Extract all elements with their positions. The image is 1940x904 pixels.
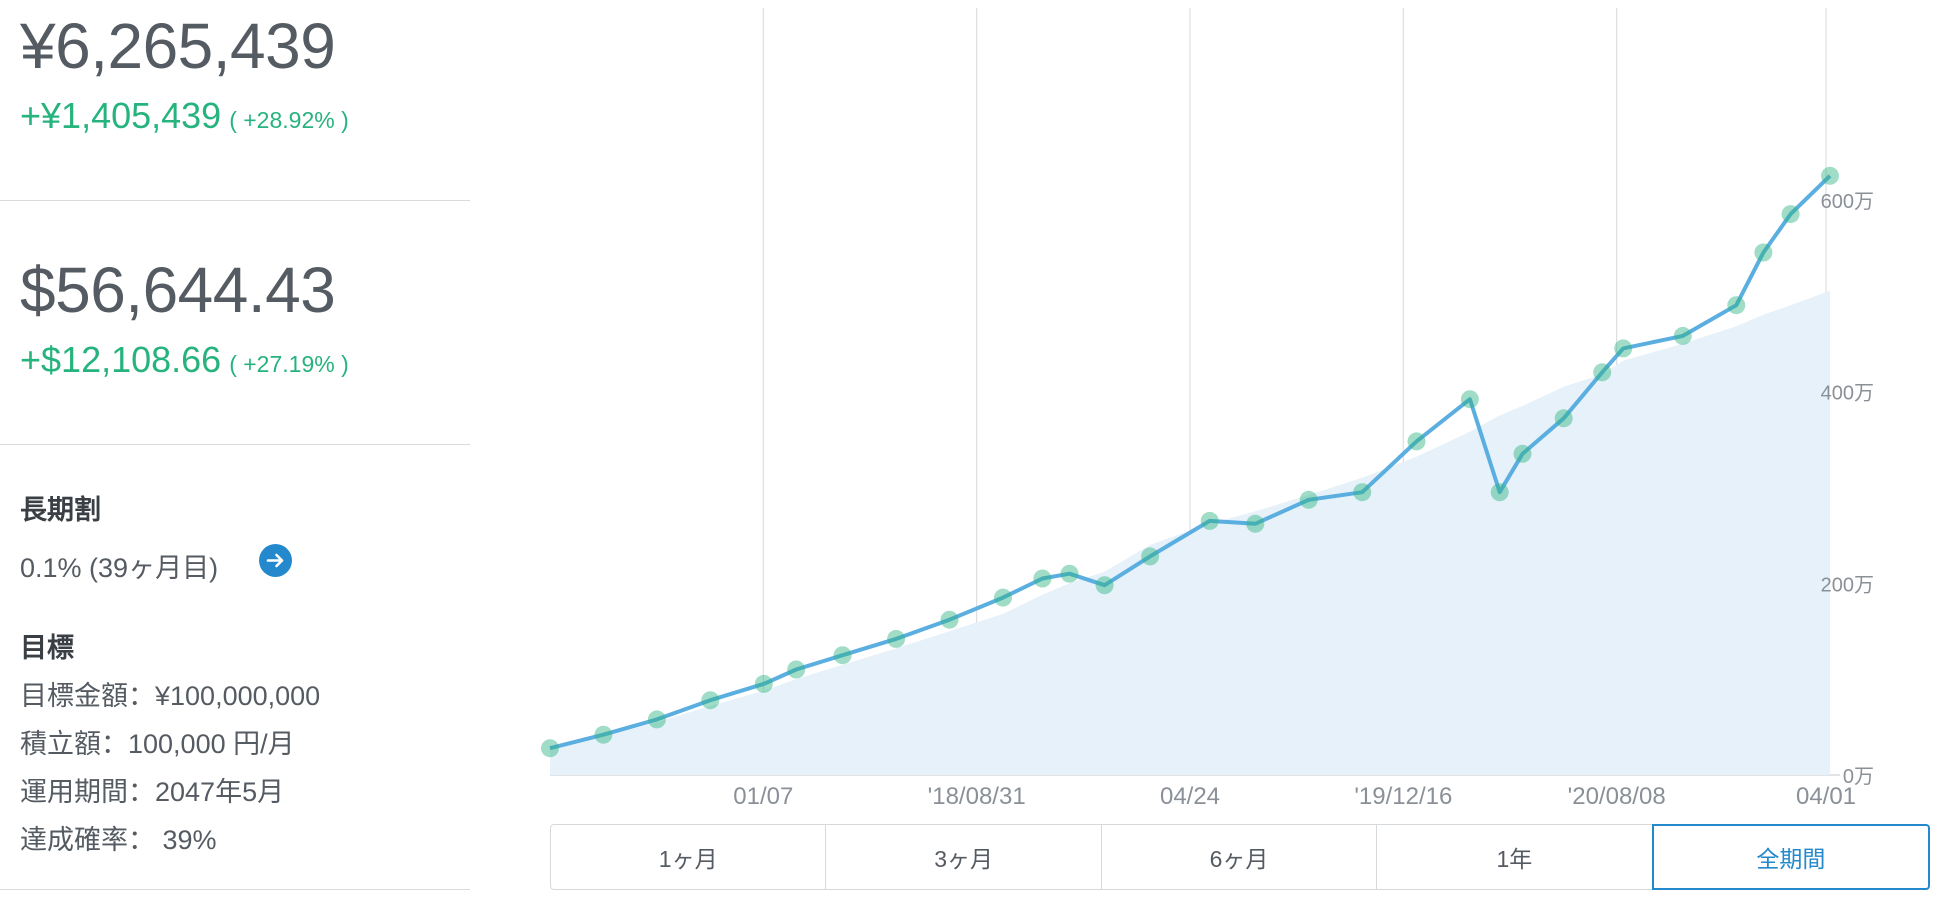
divider	[0, 444, 470, 445]
data-point	[1060, 564, 1079, 583]
x-tick-label: '19/12/16	[1354, 783, 1452, 810]
asset-chart-svg: 01/07 '18/08/31 04/24 '19/12/16 '20/08/08 04/…	[541, 8, 1874, 810]
jpy-change-amount: +¥1,405,439	[20, 95, 222, 136]
data-point	[887, 629, 906, 648]
tab-1[interactable]: 3ヶ月	[825, 824, 1102, 890]
tab-4[interactable]: 全期間	[1651, 824, 1931, 890]
jpy-change-percent: ( +28.92% )	[229, 107, 349, 133]
jpy-total-value: ¥6,265,439	[20, 10, 336, 82]
arrow-right-circle-icon[interactable]	[259, 544, 292, 577]
x-tick-label: 04/01	[1796, 783, 1856, 810]
goal-target-amount: 目標金額：¥100,000,000	[20, 681, 321, 711]
goal-heading: 目標	[20, 633, 74, 663]
data-point	[1490, 483, 1509, 502]
data-point	[1141, 547, 1160, 566]
data-point	[1353, 483, 1372, 502]
data-point	[701, 691, 720, 710]
usd-total-value: $56,644.43	[20, 254, 336, 326]
data-point	[594, 725, 613, 744]
x-tick-label: '20/08/08	[1568, 783, 1666, 810]
tab-0[interactable]: 1ヶ月	[550, 824, 827, 890]
data-point	[1727, 296, 1746, 315]
divider	[0, 200, 470, 201]
y-tick-label: 0万	[1843, 766, 1874, 788]
usd-change: +$12,108.66 ( +27.19% )	[20, 342, 349, 378]
y-tick-label: 400万	[1821, 383, 1874, 405]
long-term-rate: 0.1% (39ヶ月目)	[20, 553, 219, 583]
data-point	[1095, 576, 1114, 595]
x-tick-label: '18/08/31	[928, 783, 1026, 810]
data-point	[1754, 243, 1773, 262]
goal-probability: 達成確率： 39%	[20, 825, 217, 855]
goal-period: 運用期間：2047年5月	[20, 777, 285, 807]
tab-3[interactable]: 1年	[1376, 824, 1653, 890]
usd-change-amount: +$12,108.66	[20, 339, 222, 380]
data-point	[647, 710, 666, 729]
data-point	[787, 660, 806, 679]
data-point	[1246, 514, 1265, 533]
data-point	[1033, 569, 1052, 588]
data-point	[1513, 444, 1532, 463]
period-tabs: 1ヶ月 3ヶ月 6ヶ月 1年 全期間	[550, 824, 1931, 890]
data-point	[1299, 490, 1318, 509]
y-tick-label: 200万	[1821, 574, 1874, 596]
data-point	[1554, 409, 1573, 428]
asset-line	[549, 174, 1832, 751]
data-point	[940, 610, 959, 629]
y-tick-label: 600万	[1821, 191, 1874, 213]
jpy-change: +¥1,405,439 ( +28.92% )	[20, 98, 349, 134]
data-point	[1200, 511, 1219, 530]
data-point	[1614, 339, 1633, 358]
data-point	[754, 674, 773, 693]
divider	[0, 889, 470, 890]
data-point	[833, 646, 852, 665]
x-tick-label: 04/24	[1160, 783, 1220, 810]
asset-chart: 01/07 '18/08/31 04/24 '19/12/16 '20/08/08 04/…	[540, 0, 1940, 810]
long-term-heading: 長期割	[20, 495, 101, 525]
data-point	[541, 739, 559, 758]
data-point	[994, 588, 1012, 607]
usd-change-percent: ( +27.19% )	[229, 351, 349, 377]
data-point	[1593, 363, 1612, 382]
data-point	[1781, 205, 1800, 224]
data-point	[1460, 390, 1479, 409]
tab-2[interactable]: 6ヶ月	[1100, 824, 1378, 890]
summary-panel: ¥6,265,439 +¥1,405,439 ( +28.92% ) $56,64…	[0, 0, 470, 904]
data-point	[1407, 432, 1426, 451]
data-point	[1821, 166, 1839, 185]
goal-monthly-contribution: 積立額：100,000 円/月	[20, 729, 295, 759]
data-point	[1673, 326, 1692, 345]
x-tick-label: 01/07	[733, 783, 793, 810]
